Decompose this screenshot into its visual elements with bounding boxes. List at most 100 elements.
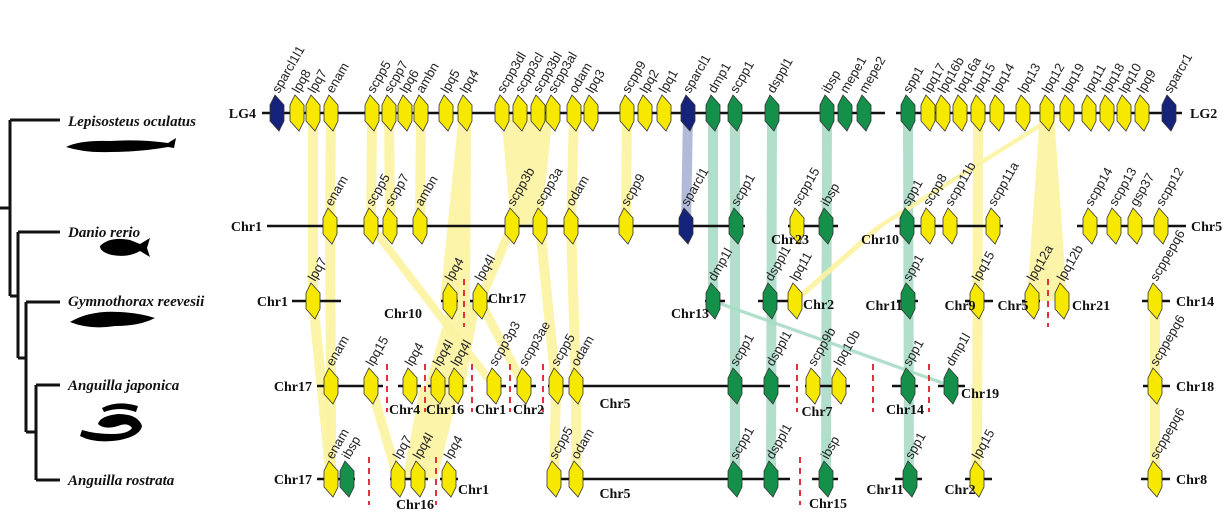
chromosome-label: Chr15 (809, 497, 847, 512)
synteny-band (366, 386, 403, 479)
eel-silhouette-icon (80, 414, 142, 442)
synteny-band (876, 113, 1064, 226)
gene-marker-lpq12b (1054, 282, 1070, 320)
gene-marker-scpp1 (727, 94, 743, 132)
chromosome-label: Chr16 (426, 403, 464, 418)
gene-marker-sparcl1 (678, 207, 694, 245)
gene-marker-lpq4l (410, 460, 426, 498)
gene-label: lpq5 (438, 67, 463, 96)
gene-marker-dsppl1 (762, 282, 778, 320)
species-name: Anguilla japonica (67, 378, 180, 394)
gene-marker-lpq4 (441, 460, 457, 498)
chromosome-label: Chr16 (396, 498, 434, 513)
gene-marker-lpq16b (935, 94, 951, 132)
gene-marker-lpq10b (831, 367, 847, 405)
synteny-band (566, 113, 579, 226)
gene-marker-scpp3a (532, 207, 548, 245)
gene-marker-scpp14 (1082, 207, 1098, 245)
synteny-band (475, 226, 517, 301)
synteny-band (308, 113, 318, 301)
gene-marker-sparcl1 (680, 94, 696, 132)
synteny-band (425, 301, 480, 386)
gene-marker-lpq4l (472, 282, 488, 320)
gene-marker-sparcl1l1 (269, 94, 285, 132)
gene-marker-odam (568, 367, 584, 405)
gene-marker-mepe2 (856, 94, 872, 132)
gene-marker-lpq1 (656, 94, 672, 132)
synteny-band (325, 113, 336, 226)
synteny-band (730, 113, 740, 479)
moray-eel-silhouette-icon (70, 311, 155, 328)
species-name: Danio rerio (67, 225, 140, 241)
gene-marker-sparcr1 (1161, 94, 1177, 132)
gene-marker-dsppl1 (764, 94, 780, 132)
gene-marker-scpp3p3 (486, 367, 502, 405)
gene-scpp11a: scpp11a (985, 159, 1022, 245)
gene-lpq10b: lpq10b (831, 327, 863, 405)
gene-label: spp1 (899, 177, 926, 209)
gene-marker-scpp5 (548, 367, 564, 405)
gene-label: lpq4 (457, 67, 482, 96)
chromosome-label: Chr2 (944, 483, 975, 498)
gene-marker-lpq5 (438, 94, 454, 132)
gene-marker-scpp5 (546, 460, 562, 498)
gene-label: lpq4 (402, 340, 427, 369)
gene-marker-lpq9 (1134, 94, 1150, 132)
synteny-band (366, 113, 377, 226)
gene-marker-odam (566, 94, 582, 132)
gene-marker-scpp11a (985, 207, 1001, 245)
gene-marker-lpq15 (969, 460, 985, 498)
gene-marker-scpp9 (619, 94, 635, 132)
chromosome-label: Chr19 (961, 387, 999, 402)
gene-label: scpp1 (727, 58, 757, 96)
chromosome-label: Chr8 (1176, 473, 1207, 488)
synteny-band (326, 386, 336, 479)
synteny-band (566, 226, 581, 386)
synteny-band (571, 386, 581, 479)
gene-marker-lpq7 (390, 460, 406, 498)
chromosome-label: Chr1 (257, 295, 288, 310)
gene-marker-odam (563, 207, 579, 245)
gene-marker-lpq11 (787, 282, 803, 320)
gene-marker-lpq15 (363, 367, 379, 405)
gene-marker-lpq6 (397, 94, 413, 132)
gene-marker-lpq13 (1015, 94, 1031, 132)
gene-marker-lpq19 (1059, 94, 1075, 132)
chromosome-label: Chr5 (599, 397, 630, 412)
gene-label: lpq13 (1015, 60, 1044, 95)
gene-marker-scpp3bl (530, 94, 546, 132)
gene-enam: enam (323, 60, 352, 132)
gene-marker-spp1 (900, 367, 916, 405)
chromosome-label: LG4 (229, 107, 256, 122)
zebrafish-silhouette-icon (100, 238, 150, 257)
chromosome-label: Chr11 (865, 299, 902, 314)
gene-marker-ibsp (818, 460, 834, 498)
gene-marker-enam (322, 207, 338, 245)
gene-marker-lpq14 (989, 94, 1005, 132)
gene-ambn: ambn (413, 60, 442, 132)
gene-marker-scppepq6 (1147, 367, 1163, 405)
gene-marker-ambn (413, 94, 429, 132)
synteny-band (821, 113, 832, 479)
synteny-band (501, 113, 553, 226)
gene-marker-lpq4l (430, 367, 446, 405)
synteny-band (415, 113, 426, 226)
gene-marker-ibsp (819, 94, 835, 132)
chromosome-label: Chr17 (274, 380, 312, 395)
gene-label: lpq15 (363, 333, 392, 368)
chromosome-label: Chr14 (886, 403, 924, 418)
gene-dsppl1: dsppl1 (764, 55, 796, 132)
gene-marker-lpq15 (969, 282, 985, 320)
gene-label: ibsp (818, 180, 843, 208)
gene-marker-lpq16a (952, 94, 968, 132)
synteny-band (791, 226, 884, 301)
gene-marker-scpp9 (618, 207, 634, 245)
gar-silhouette-icon (66, 138, 176, 153)
species-name: Lepisosteus oculatus (67, 114, 196, 130)
gene-marker-lpq4 (402, 367, 418, 405)
gene-marker-spp1 (899, 207, 915, 245)
gene-marker-lpq2 (637, 94, 653, 132)
gene-marker-scpp3b (504, 207, 520, 245)
species-name: Gymnothorax reevesii (68, 294, 205, 310)
gene-label: lpq1 (656, 67, 681, 96)
